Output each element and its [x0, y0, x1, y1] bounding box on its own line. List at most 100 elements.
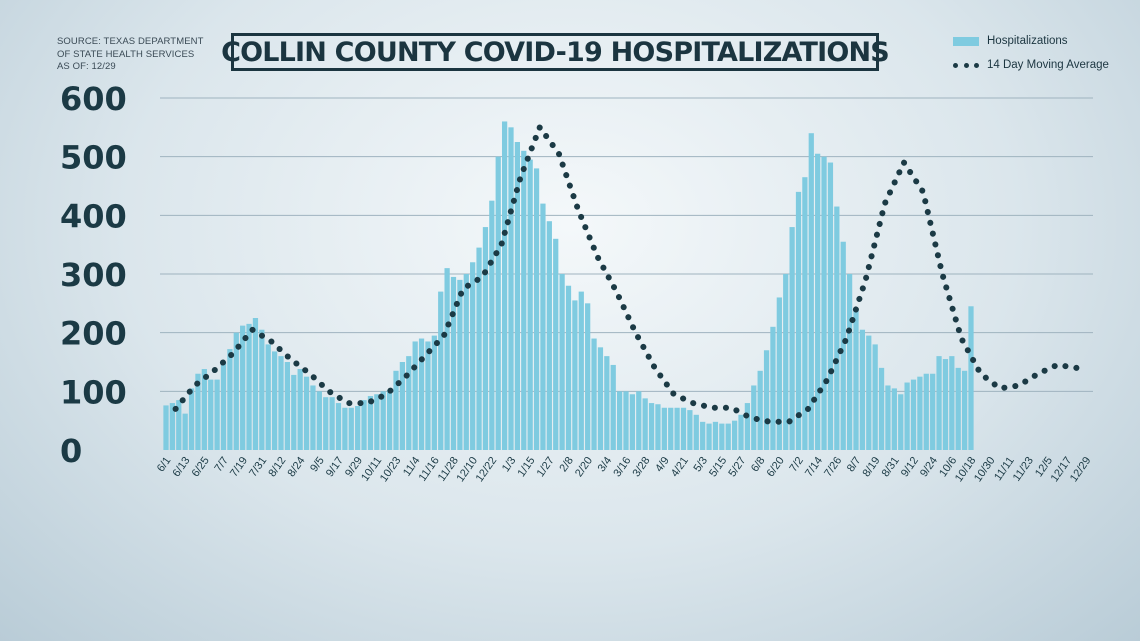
bar	[201, 369, 207, 450]
bar	[719, 423, 725, 450]
legend-label: Hospitalizations	[987, 35, 1068, 47]
bar	[840, 241, 846, 450]
bar	[955, 367, 961, 450]
bar	[591, 338, 597, 450]
bar	[514, 142, 521, 450]
legend-label: 14 Day Moving Average	[987, 59, 1109, 71]
x-tick-label: 1/27	[535, 455, 557, 479]
bar	[393, 370, 399, 450]
bar	[521, 150, 527, 451]
bar	[316, 391, 322, 450]
bar	[936, 356, 942, 450]
bar	[361, 400, 367, 450]
bar	[374, 394, 380, 450]
bar	[776, 297, 782, 450]
legend-bar-swatch	[953, 36, 979, 46]
bar	[182, 413, 188, 450]
bar	[546, 221, 552, 450]
bar	[795, 191, 802, 450]
bar	[674, 407, 680, 450]
bar	[188, 388, 195, 450]
x-tick-label: 8/31	[880, 455, 902, 479]
legend-item-hospitalizations: Hospitalizations	[953, 34, 1109, 48]
bar	[329, 397, 335, 450]
bar	[687, 410, 693, 450]
bar	[303, 376, 310, 450]
bar	[335, 403, 342, 450]
bar	[872, 344, 878, 450]
x-tick-label: 9/12	[899, 455, 921, 479]
bar	[438, 291, 444, 450]
bar	[597, 347, 604, 450]
x-tick-label: 5/27	[726, 455, 748, 479]
bar	[623, 391, 629, 450]
bar	[559, 274, 565, 450]
bar	[297, 369, 303, 450]
bar	[668, 407, 674, 450]
bar	[278, 356, 284, 450]
bar	[386, 390, 393, 450]
bar	[169, 403, 176, 450]
bar	[815, 153, 821, 450]
x-tick-label: 2/20	[573, 455, 595, 479]
x-tick-label: 12/22	[474, 455, 500, 484]
bar	[431, 335, 437, 450]
x-tick-label: 6/20	[765, 455, 787, 479]
bar	[259, 329, 265, 450]
bar	[553, 238, 559, 450]
bar	[636, 391, 642, 450]
x-tick-label: 7/26	[822, 455, 844, 479]
bar	[470, 262, 476, 450]
bar	[898, 394, 904, 450]
bar	[853, 309, 859, 450]
bar	[214, 379, 220, 450]
x-tick-label: 8/12	[266, 455, 288, 479]
bar	[252, 318, 259, 450]
y-tick-label: 400	[60, 197, 127, 235]
bar	[540, 203, 546, 450]
x-tick-label: 3/16	[611, 455, 633, 479]
x-tick-label: 3/28	[631, 455, 653, 479]
bar	[565, 285, 572, 450]
bar	[616, 391, 623, 450]
bar	[476, 247, 482, 450]
bar	[348, 407, 354, 450]
legend-dots-swatch	[953, 62, 979, 68]
bar	[827, 162, 834, 451]
bar	[891, 388, 897, 450]
bar	[572, 300, 578, 450]
bar	[291, 374, 297, 450]
legend: Hospitalizations 14 Day Moving Average	[953, 34, 1109, 82]
x-tick-label: 11/23	[1011, 455, 1036, 484]
bar	[789, 227, 795, 450]
bar	[693, 414, 699, 450]
x-tick-label: 8/24	[286, 455, 308, 479]
bar	[463, 274, 469, 450]
y-tick-label: 300	[60, 256, 127, 294]
bar	[501, 121, 508, 450]
bar	[661, 407, 667, 450]
x-tick-label: 8/19	[861, 455, 883, 479]
bar	[725, 423, 731, 450]
source-line: of State Health Services	[57, 48, 195, 60]
legend-item-moving-average: 14 Day Moving Average	[953, 58, 1109, 72]
bar	[208, 379, 214, 450]
bar	[425, 341, 431, 450]
bar	[406, 356, 412, 450]
chart-title-box: COLLIN COUNTY COVID-19 HOSPITALIZATIONS	[221, 33, 890, 71]
bar	[904, 382, 910, 450]
bar	[751, 385, 757, 450]
y-tick-label: 100	[60, 373, 127, 411]
bar	[821, 156, 827, 450]
bar	[731, 420, 738, 450]
bar	[444, 268, 450, 450]
x-tick-label: 9/17	[324, 455, 346, 479]
bar	[610, 364, 616, 450]
bar	[917, 376, 923, 450]
bar	[783, 274, 789, 450]
bar	[585, 303, 591, 450]
bar	[457, 279, 463, 450]
bar	[284, 362, 291, 450]
bar	[910, 379, 917, 450]
x-tick-label: 4/21	[669, 455, 691, 479]
